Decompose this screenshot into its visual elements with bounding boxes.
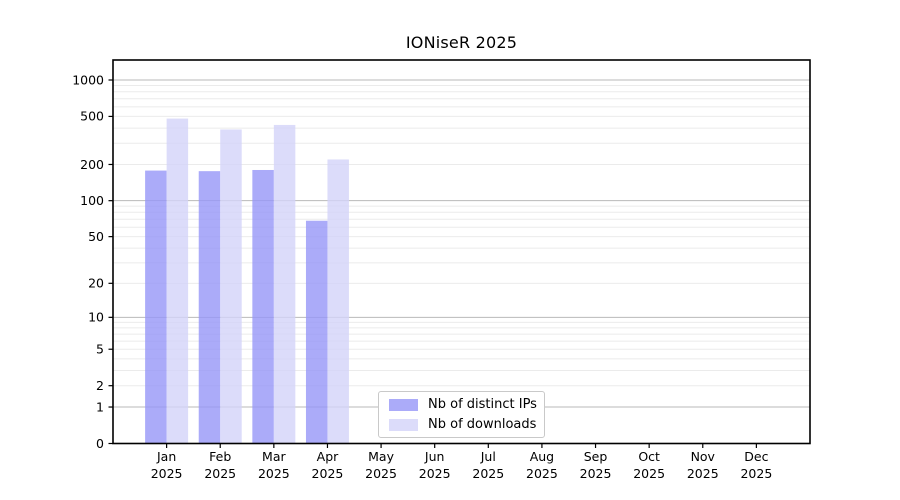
chart-title: IONiseR 2025 [405,33,518,52]
y-axis-tick-label: 50 [88,229,104,244]
bar-distinct-ips [145,170,167,444]
x-axis-tick-label-year: 2025 [419,466,451,481]
x-axis-tick-label-month: Dec [744,449,768,464]
bar-downloads [220,129,242,444]
x-axis-tick-label-month: Nov [691,449,716,464]
y-axis-tick-label: 0 [96,436,104,451]
legend: Nb of distinct IPs Nb of downloads [378,391,545,438]
legend-swatch-distinct-ips [389,398,418,411]
x-axis-tick-label-year: 2025 [740,466,772,481]
x-axis-tick-label-month: Aug [530,449,554,464]
x-axis-tick-label-year: 2025 [204,466,236,481]
x-axis-tick-label-month: Jul [480,449,496,464]
legend-swatch-downloads [389,418,418,431]
x-axis-tick-label-month: Oct [638,449,660,464]
x-axis-tick-label-month: Sep [584,449,608,464]
bar-distinct-ips [198,171,221,444]
x-axis-tick-label-year: 2025 [365,466,397,481]
x-axis-tick-label-year: 2025 [151,466,183,481]
bar-downloads [327,159,349,444]
y-axis-tick-label: 500 [80,109,104,124]
x-axis-tick-label-month: Apr [317,449,339,464]
x-axis-tick-label-year: 2025 [633,466,665,481]
y-axis-tick-label: 5 [96,342,104,357]
x-axis-tick-label-year: 2025 [687,466,719,481]
y-axis-tick-label: 2 [96,378,104,393]
legend-item-distinct-ips: Nb of distinct IPs [389,397,544,412]
x-axis-tick-label-month: Jun [424,449,445,464]
x-axis-tick-label-year: 2025 [312,466,344,481]
x-axis-tick-label-year: 2025 [258,466,290,481]
plot-border [112,59,811,445]
x-axis-tick-label-year: 2025 [580,466,612,481]
y-axis-tick-label: 1 [96,399,104,414]
legend-label-distinct-ips: Nb of distinct IPs [428,397,537,412]
y-axis-tick-label: 1000 [72,72,104,87]
y-axis-tick-label: 10 [88,310,104,325]
x-axis-tick-label-month: May [368,449,394,464]
x-axis-tick-label-month: Mar [262,449,286,464]
x-axis-tick-label-month: Jan [156,449,176,464]
legend-item-downloads: Nb of downloads [389,417,544,432]
legend-label-downloads: Nb of downloads [428,417,537,432]
y-axis-tick-label: 200 [80,157,104,172]
x-axis-tick-label-year: 2025 [526,466,558,481]
bar-distinct-ips [252,169,274,444]
x-axis-tick-label-year: 2025 [472,466,504,481]
y-axis-tick-label: 100 [80,193,104,208]
bar-downloads [166,118,189,444]
bar-distinct-ips [305,220,328,444]
bar-downloads [273,124,296,444]
x-axis-tick-label-month: Feb [209,449,231,464]
y-axis-tick-label: 20 [88,276,104,291]
